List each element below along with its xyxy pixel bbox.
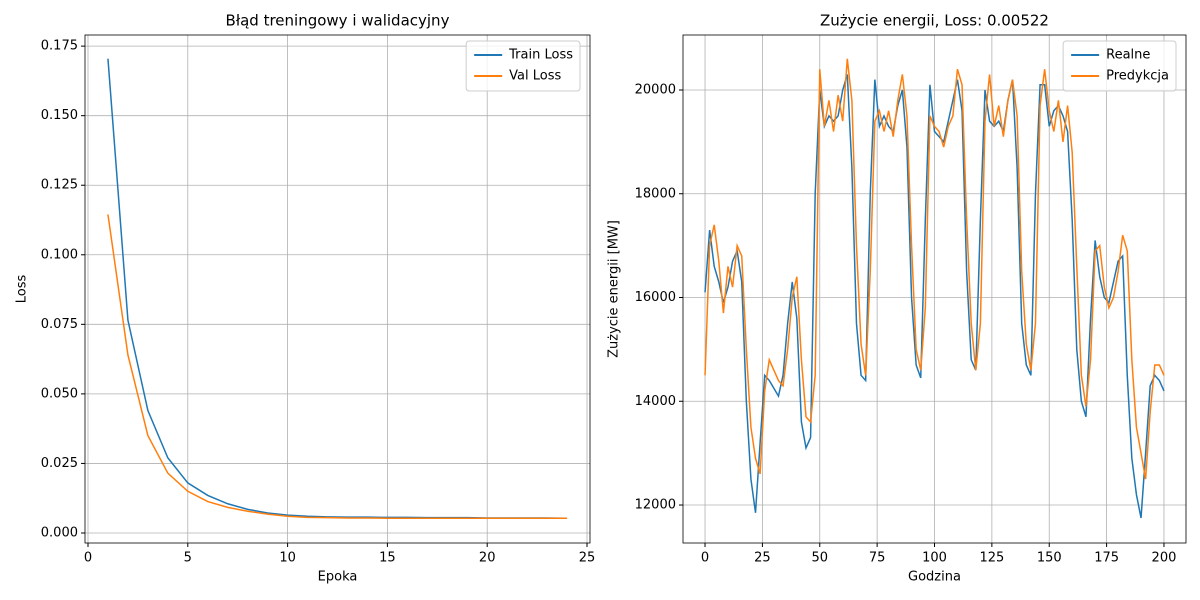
x-tick-label: 10 <box>279 551 296 566</box>
chart-title: Błąd treningowy i walidacyjny <box>226 12 450 30</box>
x-tick-label: 5 <box>184 551 192 566</box>
y-tick-label: 0.050 <box>41 386 78 401</box>
y-tick-label: 0.100 <box>41 247 78 262</box>
data-line <box>107 58 568 519</box>
x-tick-label: 75 <box>869 551 886 566</box>
x-tick-label: 0 <box>84 551 92 566</box>
y-tick-label: 0.125 <box>41 178 78 193</box>
y-tick-label: 12000 <box>635 498 676 513</box>
legend: Train Loss Val Loss <box>465 40 581 92</box>
y-tick-label: 0.075 <box>41 317 78 332</box>
x-tick-label: 0 <box>701 551 709 566</box>
data-line <box>107 214 568 519</box>
legend: Realne Predykcja <box>1062 40 1177 92</box>
axes-frame <box>84 34 591 544</box>
x-tick-label: 25 <box>754 551 771 566</box>
y-tick-label: 14000 <box>635 394 676 409</box>
legend-label: Val Loss <box>509 69 561 84</box>
x-tick-label: 20 <box>479 551 496 566</box>
x-tick-label: 100 <box>922 551 947 566</box>
y-axis-label: Loss <box>15 275 30 304</box>
x-tick-label: 50 <box>811 551 828 566</box>
chart-title: Zużycie energii, Loss: 0.00522 <box>820 12 1049 30</box>
y-tick-label: 0.000 <box>41 525 78 540</box>
x-tick-label: 150 <box>1037 551 1062 566</box>
y-tick-label: 20000 <box>635 82 676 97</box>
legend-label: Realne <box>1106 48 1150 63</box>
y-axis-label: Zużycie energii [MW] <box>607 220 622 358</box>
y-tick-label: 18000 <box>635 186 676 201</box>
legend-label: Predykcja <box>1106 69 1169 84</box>
legend-frame <box>465 40 581 92</box>
legend-frame <box>1062 40 1177 92</box>
y-tick-label: 16000 <box>635 290 676 305</box>
data-line <box>704 58 1165 480</box>
legend-label: Train Loss <box>508 48 573 63</box>
x-tick-label: 175 <box>1094 551 1119 566</box>
x-tick-label: 15 <box>379 551 396 566</box>
y-tick-label: 0.150 <box>41 108 78 123</box>
x-tick-label: 200 <box>1152 551 1177 566</box>
x-tick-label: 25 <box>579 551 596 566</box>
y-tick-label: 0.025 <box>41 456 78 471</box>
x-axis-label: Epoka <box>318 570 358 585</box>
axes-frame <box>682 34 1187 544</box>
x-axis-label: Godzina <box>908 570 961 585</box>
x-tick-label: 125 <box>979 551 1004 566</box>
y-tick-label: 0.175 <box>41 39 78 54</box>
